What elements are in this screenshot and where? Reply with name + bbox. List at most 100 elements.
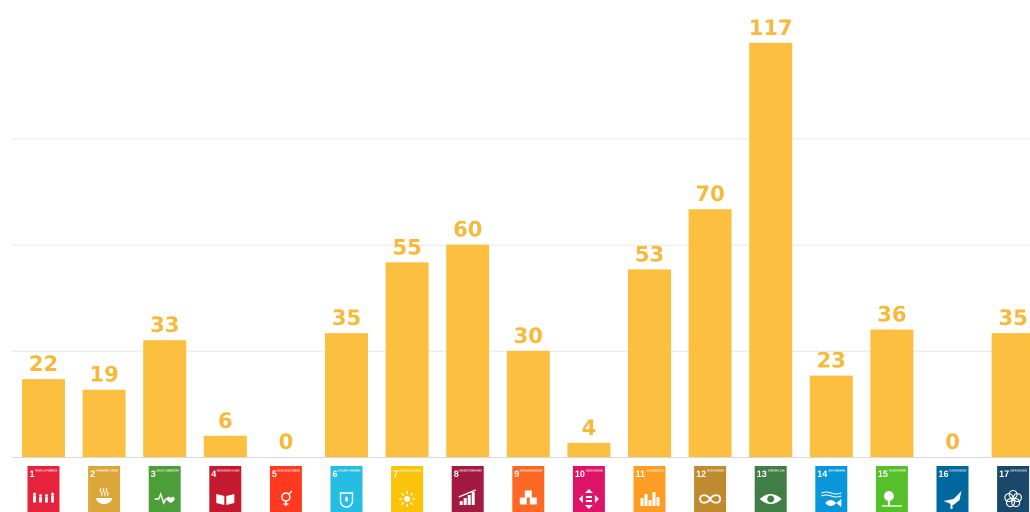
sdg-title: IGUALDAD DE GÉNERO — [277, 468, 300, 473]
sdg-title: PAZ, JUSTICIA E INSTITUCIONES SÓLIDAS — [950, 468, 967, 473]
fish-icon — [821, 491, 842, 507]
sdg-number: 5 — [272, 469, 277, 479]
bar-group: 30 9 INDUSTRIA, INNOVACIÓN E INFRAESTRUCTU… — [506, 324, 550, 512]
dove-icon — [943, 491, 962, 509]
sdg-title: TRABAJO DECENTE Y CRECIMIENTO ECONÓMICO — [459, 468, 482, 473]
sdg-tile-5: 5 IGUALDAD DE GÉNERO — [269, 466, 302, 512]
bar-group: 117 13 ACCIÓN POR EL CLIMA — [749, 16, 793, 512]
bar-group: 4 10 REDUCCIÓN DE LAS DESIGUALDADES — [567, 416, 611, 512]
sdg-tile-13: 13 ACCIÓN POR EL CLIMA — [754, 466, 787, 512]
sdg-number: 15 — [878, 469, 888, 479]
tile-background — [27, 466, 60, 512]
bar — [143, 340, 187, 457]
bar-value-label: 53 — [635, 242, 664, 266]
growth-chart-icon — [458, 489, 476, 505]
bar-value-label: 33 — [150, 313, 179, 337]
bar — [385, 262, 429, 457]
sdg-number: 13 — [757, 469, 767, 479]
bar-value-label: 4 — [582, 416, 597, 440]
sdg-tile-15: 15 VIDA DE ECOSISTEMAS TERRESTRES — [875, 466, 908, 512]
sdg-number: 17 — [999, 469, 1009, 479]
sdg-number: 2 — [90, 469, 95, 479]
sdg-title: AGUA LIMPIA Y SANEAMIENTO — [338, 469, 361, 473]
sdg-title: VIDA DE ECOSISTEMAS TERRESTRES — [889, 469, 906, 473]
tile-background — [875, 466, 908, 512]
sdg-number: 1 — [30, 469, 35, 479]
eye-globe-icon — [759, 494, 782, 504]
sdg-tile-11: 11 CIUDADES Y COMUNIDADES SOSTENIBLES — [633, 466, 666, 512]
sdg-title: FIN DE LA POBREZA — [35, 469, 58, 473]
sdg-title: ALIANZAS PARA LOGRAR LOS OBJETIVOS — [1010, 469, 1027, 473]
sdg-number: 7 — [393, 469, 398, 479]
sdg-tile-3: 3 SALUD Y BIENESTAR — [148, 466, 181, 512]
sdg-title: REDUCCIÓN DE LAS DESIGUALDADES — [586, 468, 603, 473]
bar-value-label: 55 — [392, 235, 421, 259]
tile-background — [754, 466, 787, 512]
cubes-icon — [519, 490, 537, 505]
bar-value-label: 117 — [749, 16, 793, 40]
bar-value-label: 60 — [453, 218, 482, 242]
sdg-number: 14 — [817, 469, 827, 479]
tile-background — [694, 466, 727, 512]
sdg-title: ACCIÓN POR EL CLIMA — [768, 468, 785, 473]
sdg-tile-16: 16 PAZ, JUSTICIA E INSTITUCIONES SÓLIDAS — [936, 466, 969, 512]
bar — [325, 333, 368, 457]
bar-group: 35 6 AGUA LIMPIA Y SANEAMIENTO — [325, 306, 368, 512]
equality-arrows-icon — [578, 489, 599, 509]
bar — [203, 435, 247, 457]
sdg-number: 4 — [211, 469, 216, 479]
bar-group: 60 8 TRABAJO DECENTE Y CRECIMIENTO ECONÓMI… — [446, 218, 490, 512]
bar — [688, 209, 732, 457]
bar — [628, 269, 671, 457]
book-icon — [216, 494, 235, 505]
bar-group: 53 11 CIUDADES Y COMUNIDADES SOSTENIBLES — [628, 242, 671, 512]
sdg-tile-4: 4 EDUCACIÓN DE CALIDAD — [209, 466, 242, 512]
sdg-number: 11 — [636, 469, 646, 479]
sdg-number: 6 — [333, 469, 338, 479]
bar — [567, 442, 611, 457]
bar-group: 0 5 IGUALDAD DE GÉNERO — [269, 430, 302, 512]
bar-group: 70 12 PRODUCCIÓN Y CONSUMO RESPONSABLES — [688, 182, 732, 512]
sun-icon — [399, 491, 416, 507]
sdg-title: PRODUCCIÓN Y CONSUMO RESPONSABLES — [707, 468, 724, 473]
bowl-icon — [96, 487, 113, 504]
bar-group: 33 3 SALUD Y BIENESTAR — [143, 313, 187, 512]
sdg-title: EDUCACIÓN DE CALIDAD — [217, 468, 240, 473]
family-icon — [33, 492, 54, 503]
bar-value-label: 0 — [279, 430, 294, 454]
sdg-number: 10 — [575, 469, 585, 479]
bar-group: 36 15 VIDA DE ECOSISTEMAS TERRESTRES — [870, 303, 914, 512]
bar-value-label: 19 — [89, 363, 118, 387]
tile-background — [88, 466, 121, 512]
bar-value-label: 35 — [998, 306, 1027, 330]
sdg-tile-10: 10 REDUCCIÓN DE LAS DESIGUALDADES — [572, 466, 605, 512]
bar — [809, 375, 853, 457]
tile-background — [148, 466, 181, 512]
bar-group: 6 4 EDUCACIÓN DE CALIDAD — [203, 409, 247, 512]
sdg-tile-9: 9 INDUSTRIA, INNOVACIÓN E INFRAESTRUCTURA — [512, 466, 545, 512]
water-drop-icon — [339, 492, 354, 508]
bar-value-label: 30 — [514, 324, 543, 348]
bar — [82, 389, 126, 457]
bar-group: 23 14 VIDA SUBMARINA — [809, 349, 853, 512]
bar-group: 22 1 FIN DE LA POBREZA — [22, 352, 65, 512]
sdg-title: CIUDADES Y COMUNIDADES SOSTENIBLES — [647, 469, 664, 473]
sdg-number: 9 — [514, 469, 519, 479]
bar-group: 0 16 PAZ, JUSTICIA E INSTITUCIONES SÓLIDAS — [936, 430, 969, 512]
bar-value-label: 22 — [29, 352, 58, 376]
sdg-tile-7: 7 ENERGÍA ASEQUIBLE Y NO CONTAMINANTE — [391, 466, 424, 512]
bar — [506, 350, 550, 457]
bar — [749, 42, 793, 457]
sdg-number: 12 — [696, 469, 706, 479]
bar-value-label: 0 — [945, 430, 960, 454]
sdg-title: INDUSTRIA, INNOVACIÓN E INFRAESTRUCTURA — [520, 468, 543, 473]
sdg-tile-8: 8 TRABAJO DECENTE Y CRECIMIENTO ECONÓMICO — [451, 466, 484, 512]
bar — [870, 329, 914, 457]
sdg-tile-1: 1 FIN DE LA POBREZA — [27, 466, 60, 512]
bar-value-label: 35 — [332, 306, 361, 330]
sdg-number: 16 — [939, 469, 949, 479]
flower-icon — [1004, 489, 1022, 508]
heartbeat-icon — [154, 491, 175, 505]
